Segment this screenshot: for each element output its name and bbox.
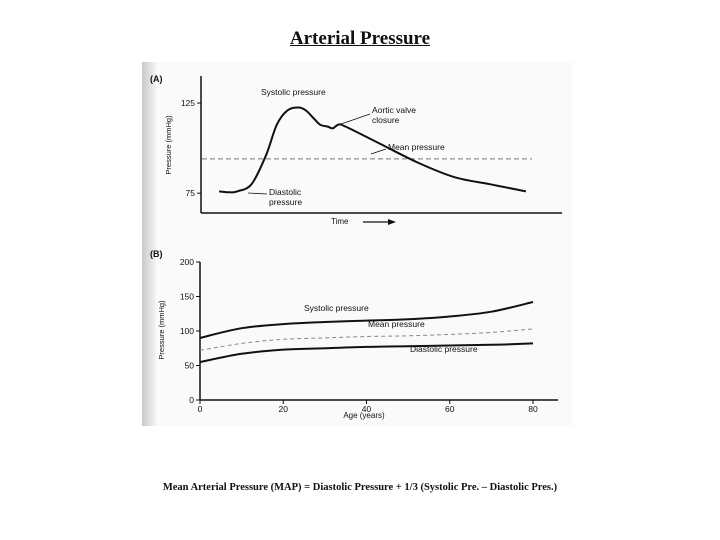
annotation-mean: Mean pressure	[388, 142, 445, 152]
legend-label-mean: Mean pressure	[368, 319, 425, 329]
chart-a: (A) Pressure (mmHg) 75 125 Systolic press…	[150, 74, 562, 226]
series-systolic-line	[199, 301, 534, 339]
scan-shadow-edge	[142, 62, 156, 426]
slide-title: Arterial Pressure	[289, 28, 431, 49]
panel-b-label: (B)	[150, 249, 163, 259]
chart-b-xtick-label: 20	[279, 404, 289, 414]
chart-a-ticks: 75 125	[181, 98, 201, 198]
chart-b: (B) Pressure (mmHg) 0 50 100 150 200 0 20 40 60 8…	[150, 249, 558, 420]
annotation-aortic-pointer	[340, 113, 371, 125]
scanned-figure	[142, 62, 572, 426]
annotation-diastolic-pointer	[247, 192, 268, 195]
chart-a-ylabel: Pressure (mmHg)	[164, 115, 173, 175]
series-diastolic-line	[199, 342, 534, 364]
annotation-mean-pointer	[370, 148, 387, 155]
series-mean-line	[199, 328, 534, 351]
annotation-diastolic-2: pressure	[269, 197, 302, 207]
chart-b-ylabel: Pressure (mmHg)	[157, 300, 166, 360]
chart-b-ticks: 0 50 100 150 200 0 20 40 60 80	[180, 257, 538, 414]
panel-a-label: (A)	[150, 74, 163, 84]
chart-b-ytick-label: 100	[180, 326, 194, 336]
chart-b-xtick-label: 80	[528, 404, 538, 414]
annotation-aortic-2: closure	[372, 115, 400, 125]
legend-label-systolic: Systolic pressure	[304, 303, 369, 313]
annotation-diastolic-1: Diastolic	[269, 187, 302, 197]
chart-a-ytick-label: 125	[181, 98, 195, 108]
legend-label-diastolic: Diastolic pressure	[410, 344, 478, 354]
chart-a-xlabel: Time	[331, 217, 349, 226]
annotation-aortic-1: Aortic valve	[372, 105, 416, 115]
time-arrow-head	[388, 219, 396, 225]
chart-b-ytick-label: 150	[180, 292, 194, 302]
chart-b-xtick-label: 40	[362, 404, 372, 414]
chart-b-xtick-label: 0	[198, 404, 203, 414]
chart-b-series	[199, 301, 534, 364]
chart-b-xtick-label: 60	[445, 404, 455, 414]
chart-a-pressure-curve	[219, 106, 527, 194]
chart-a-ytick-label: 75	[186, 188, 196, 198]
map-formula: Mean Arterial Pressure (MAP) = Diastolic…	[162, 482, 558, 493]
chart-b-ytick-label: 0	[189, 395, 194, 405]
annotation-systolic: Systolic pressure	[261, 87, 326, 97]
chart-b-ytick-label: 200	[180, 257, 194, 267]
chart-b-xlabel: Age (years)	[343, 411, 385, 420]
chart-b-ytick-label: 50	[185, 361, 195, 371]
